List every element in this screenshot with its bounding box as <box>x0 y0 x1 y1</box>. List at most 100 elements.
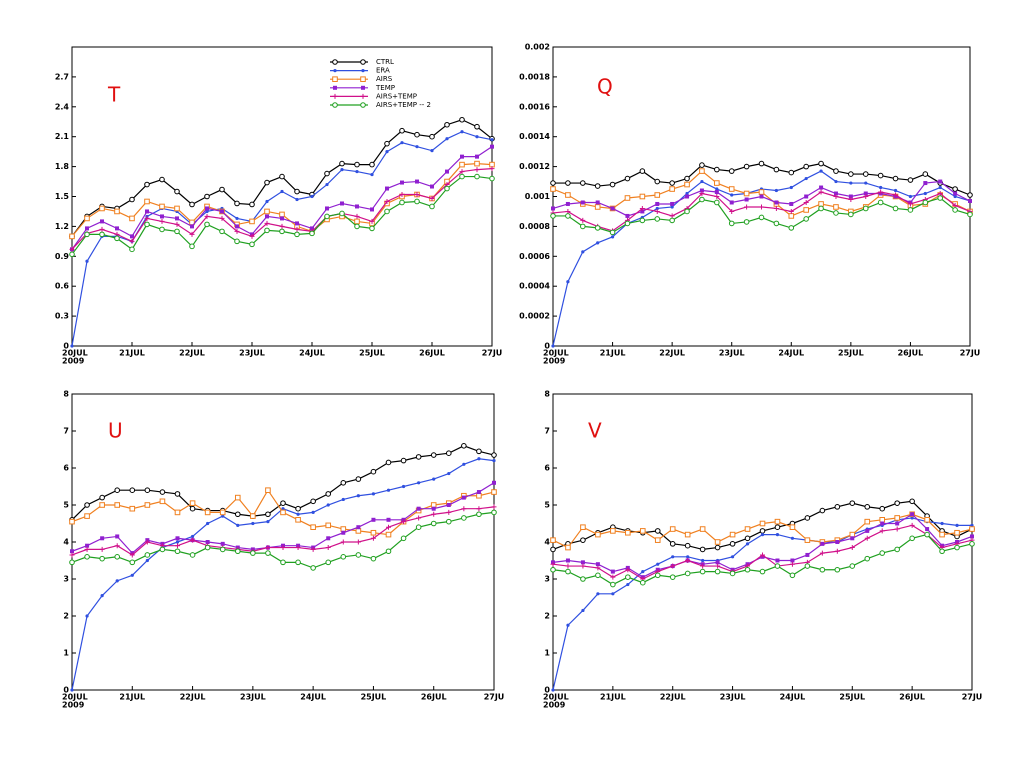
marker <box>952 186 958 192</box>
marker <box>159 546 166 553</box>
marker <box>908 194 913 199</box>
marker <box>69 246 75 252</box>
y-tick-label: 3 <box>544 575 550 584</box>
marker <box>430 184 434 189</box>
marker <box>370 172 374 177</box>
marker <box>715 563 721 569</box>
marker <box>174 491 181 497</box>
marker <box>775 558 780 563</box>
x-tick-label: 22JUL <box>659 349 685 358</box>
marker <box>849 563 856 569</box>
marker <box>685 194 690 199</box>
marker <box>332 59 338 65</box>
y-tick-label: 6 <box>544 464 550 473</box>
marker <box>189 505 196 512</box>
marker <box>625 574 631 580</box>
x-tick-label: 26JUL <box>899 693 925 702</box>
marker <box>354 161 360 168</box>
y-tick-label: 8 <box>63 390 69 399</box>
y-tick-label: 7 <box>63 427 69 436</box>
marker <box>477 457 481 461</box>
marker <box>249 218 255 225</box>
marker <box>219 228 225 235</box>
marker <box>910 512 915 517</box>
marker <box>84 231 90 238</box>
marker <box>594 183 601 189</box>
marker <box>566 280 570 284</box>
marker <box>129 215 135 222</box>
marker <box>865 528 870 533</box>
marker <box>639 528 646 534</box>
marker <box>356 525 361 530</box>
marker <box>354 213 360 219</box>
marker <box>234 238 240 245</box>
marker <box>937 195 944 201</box>
marker <box>580 524 586 531</box>
marker <box>639 217 646 224</box>
marker <box>907 177 914 183</box>
marker <box>115 534 120 539</box>
marker <box>550 180 556 186</box>
marker <box>356 494 360 498</box>
marker <box>820 541 825 546</box>
marker <box>355 528 362 534</box>
marker <box>849 181 853 185</box>
marker <box>730 555 735 559</box>
marker <box>361 69 365 73</box>
marker <box>160 214 164 219</box>
marker <box>401 484 406 489</box>
marker <box>804 537 811 543</box>
marker <box>685 558 691 563</box>
marker <box>609 181 616 188</box>
marker <box>610 206 615 211</box>
x-year-label: 2009 <box>543 357 566 366</box>
marker <box>251 521 255 526</box>
marker <box>205 540 210 544</box>
marker <box>969 541 975 547</box>
marker <box>236 523 240 527</box>
marker <box>954 529 960 536</box>
marker <box>639 168 646 174</box>
marker <box>833 194 839 199</box>
x-tick-label: 24JUL <box>780 693 806 702</box>
marker <box>384 140 390 147</box>
marker <box>430 149 434 153</box>
x-year-label: 2009 <box>543 701 566 710</box>
marker <box>474 167 480 173</box>
marker <box>714 180 720 186</box>
marker <box>385 531 392 538</box>
marker <box>221 514 225 518</box>
marker <box>295 221 299 226</box>
marker <box>579 180 586 186</box>
marker <box>174 509 181 516</box>
marker <box>610 581 616 588</box>
x-tick-label: 24JUL <box>778 349 804 358</box>
marker <box>893 188 898 193</box>
marker <box>849 531 856 538</box>
marker <box>803 216 809 222</box>
panel: 0 0.3 0.6 0.9 1.2 1.5 1.8 2.1 2.4 2.7 20JUL 21JUL 22… <box>55 46 502 366</box>
x-tick-label: 24JUL <box>300 693 326 702</box>
marker <box>354 218 360 225</box>
marker <box>565 201 570 206</box>
y-tick-label: 0 <box>544 342 550 351</box>
marker <box>654 208 660 214</box>
marker <box>937 191 943 197</box>
marker <box>626 582 630 587</box>
marker <box>864 181 868 185</box>
marker <box>491 489 497 495</box>
marker <box>684 542 691 549</box>
marker <box>205 206 209 211</box>
marker <box>370 529 377 536</box>
marker <box>863 191 868 196</box>
marker <box>788 169 795 176</box>
marker <box>280 216 284 221</box>
marker <box>280 545 286 551</box>
marker <box>354 223 360 230</box>
marker <box>550 537 556 543</box>
marker <box>325 545 331 551</box>
marker <box>849 545 855 551</box>
y-tick-label: 0 <box>544 686 550 695</box>
marker <box>265 199 269 204</box>
y-tick-label: 0.0014 <box>519 132 550 141</box>
